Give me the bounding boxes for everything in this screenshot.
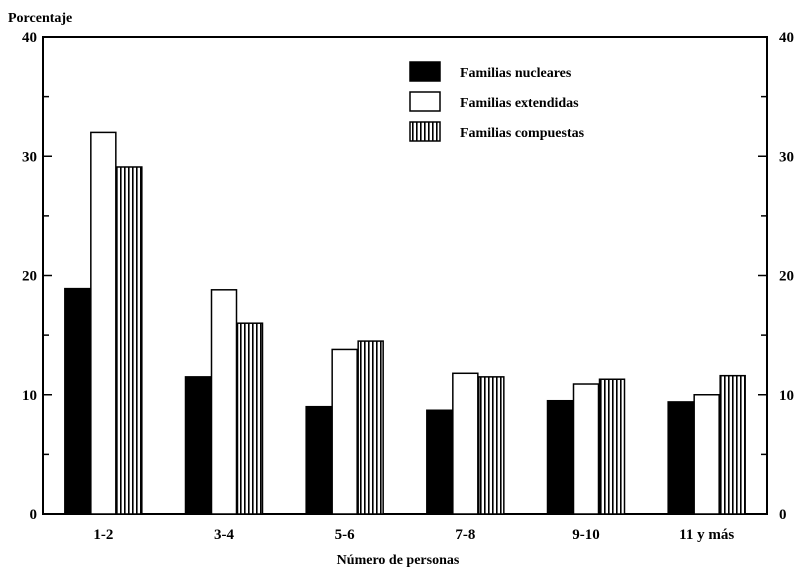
x-tick-label: 5-6 — [335, 527, 355, 543]
plot-frame — [42, 36, 768, 515]
y-tick-label-left: 20 — [22, 269, 37, 285]
y-tick-label-right: 20 — [779, 269, 794, 285]
bar-familias-compuestas-7-8 — [478, 376, 505, 515]
category-labels: 1-2 3-4 5-6 7-8 9-10 11 y más — [93, 527, 734, 543]
legend-swatch — [409, 91, 441, 112]
legend-swatch — [409, 61, 441, 82]
legend-label: Familias extendidas — [460, 96, 579, 111]
y-tick-label-right: 30 — [779, 149, 794, 165]
y-tick-label-left: 40 — [22, 30, 37, 46]
y-axis-title: Porcentaje — [8, 11, 72, 26]
bar-familias-nucleares-9-10 — [546, 399, 574, 515]
y-tick-label-left: 30 — [22, 149, 37, 165]
y-tick-label-right: 40 — [779, 30, 794, 46]
x-tick-label: 3-4 — [214, 527, 234, 543]
bar-familias-compuestas-3-4 — [236, 322, 264, 515]
bar-familias-compuestas-5-6 — [357, 340, 384, 515]
x-tick-label: 11 y más — [679, 527, 734, 543]
bar-familias-compuestas-1-2 — [116, 166, 143, 515]
bar-familias-extendidas-3-4 — [210, 289, 238, 515]
y-tick-label-left: 10 — [22, 388, 37, 404]
x-axis-title: Número de personas — [337, 553, 460, 568]
bar-familias-extendidas-7-8 — [452, 372, 479, 515]
bar-familias-nucleares-3-4 — [184, 376, 212, 515]
bar-familias-compuestas-11-y-más — [719, 374, 746, 515]
legend-label: Familias compuestas — [460, 126, 585, 141]
y-tick-label-right: 10 — [779, 388, 794, 404]
legend: Familias nucleares Familias extendidas Fam… — [409, 61, 585, 142]
bar-familias-extendidas-9-10 — [572, 383, 600, 515]
legend-label: Familias nucleares — [460, 66, 572, 81]
bar-familias-nucleares-11-y-más — [667, 401, 694, 515]
y-tick-label-right: 0 — [779, 507, 787, 523]
bar-familias-nucleares-1-2 — [64, 287, 91, 515]
axis-ticks: 0 0 10 10 20 20 30 30 40 40 — [22, 30, 794, 523]
bar-familias-extendidas-11-y-más — [693, 394, 720, 515]
x-tick-label: 9-10 — [572, 527, 600, 543]
bar-familias-nucleares-5-6 — [305, 405, 332, 515]
x-tick-label: 7-8 — [455, 527, 475, 543]
bar-familias-nucleares-7-8 — [426, 409, 453, 515]
bar-familias-extendidas-5-6 — [331, 348, 358, 515]
bar-familias-extendidas-1-2 — [90, 131, 117, 515]
bars — [64, 131, 746, 515]
y-tick-label-left: 0 — [30, 507, 38, 523]
x-tick-label: 1-2 — [93, 527, 113, 543]
bar-familias-compuestas-9-10 — [598, 378, 626, 515]
legend-swatch — [409, 121, 441, 142]
